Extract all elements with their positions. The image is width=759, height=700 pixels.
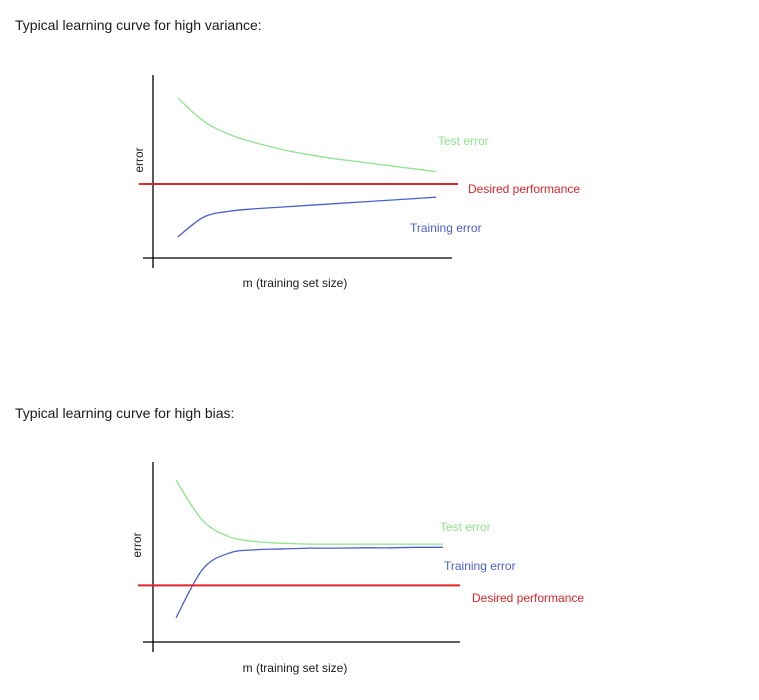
series-line-test-error — [175, 479, 443, 545]
series-label-training-error: Training error — [410, 221, 482, 235]
learning-curve-high-bias-chart: m (training set size) error Test error Trai… — [130, 462, 584, 675]
series-label-test-error: Test error — [438, 134, 489, 148]
series-line-training-error — [175, 546, 444, 619]
x-axis-label: m (training set size) — [243, 661, 348, 675]
chart-title-high-bias: Typical learning curve for high bias: — [15, 405, 235, 421]
y-axis-label: error — [130, 532, 144, 557]
series-line-training-error — [177, 196, 437, 238]
series-label-desired-performance: Desired performance — [472, 591, 584, 605]
chart-title-high-variance: Typical learning curve for high variance… — [15, 17, 262, 33]
series-label-test-error: Test error — [440, 520, 491, 534]
series-label-desired-performance: Desired performance — [468, 182, 580, 196]
series-label-training-error: Training error — [444, 559, 516, 573]
series-line-test-error — [177, 97, 437, 173]
learning-curve-high-variance-chart: m (training set size) error Test error Trai… — [132, 75, 580, 290]
x-axis-label: m (training set size) — [243, 276, 348, 290]
y-axis-label: error — [132, 147, 146, 172]
